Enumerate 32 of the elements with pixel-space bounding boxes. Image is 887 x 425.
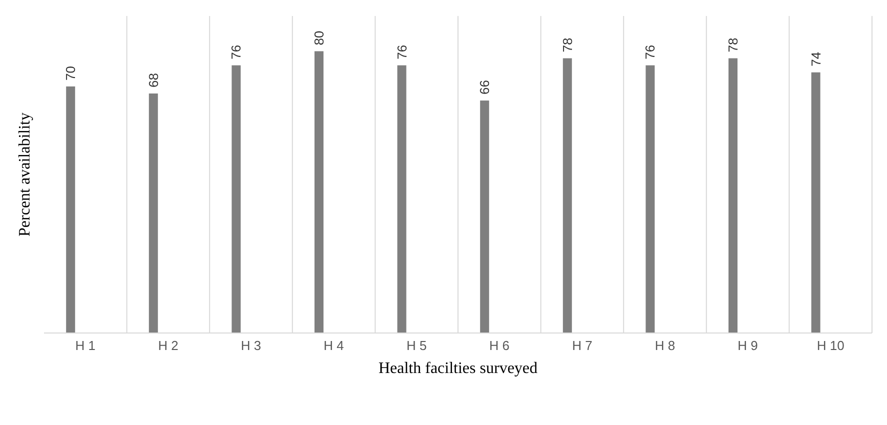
x-axis-title: Health facilties surveyed	[378, 360, 538, 377]
data-label: 78	[725, 38, 740, 52]
bar	[397, 65, 406, 333]
data-label: 78	[560, 38, 575, 52]
x-tick-label: H 1	[75, 338, 96, 354]
bar	[314, 51, 324, 333]
data-label: 80	[311, 30, 326, 46]
bar	[232, 65, 241, 333]
bar	[148, 93, 158, 333]
data-label: 76	[642, 44, 658, 60]
data-label: 76	[228, 44, 244, 60]
x-tick-label: H 7	[572, 338, 592, 354]
bar	[728, 58, 738, 333]
bar	[66, 86, 76, 333]
x-tick-label: H 9	[738, 338, 758, 354]
x-tick-label: H 2	[158, 338, 178, 354]
x-tick-label: H 4	[324, 338, 344, 354]
data-label: 66	[477, 80, 492, 95]
bar	[646, 65, 655, 333]
y-axis-title: Percent availability	[16, 112, 34, 236]
x-tick-label: H 8	[654, 338, 676, 354]
data-label: 76	[394, 44, 410, 60]
data-label: 74	[808, 52, 824, 66]
bar	[811, 72, 820, 333]
x-tick-label: H 6	[489, 338, 510, 354]
bar	[480, 100, 490, 333]
x-tick-label: H 5	[406, 338, 427, 354]
data-label: 68	[146, 73, 161, 88]
x-tick-label: H 3	[240, 338, 262, 354]
data-label: 70	[63, 66, 78, 80]
bar	[562, 58, 572, 333]
x-tick-label: H 10	[816, 338, 844, 354]
